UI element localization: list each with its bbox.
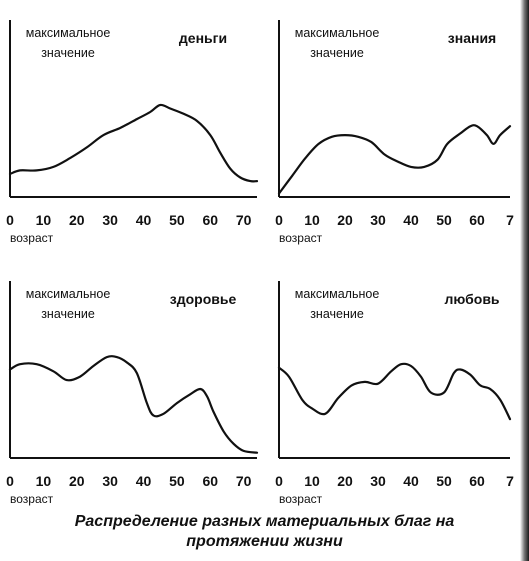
x-tick-label: 30	[370, 212, 386, 228]
x-tick-label: 0	[6, 212, 14, 228]
x-tick-label: 60	[469, 212, 485, 228]
figure-caption: Распределение разных материальных благ н…	[0, 512, 529, 552]
x-tick-label: 20	[337, 212, 353, 228]
y-axis-label: значение	[310, 307, 364, 321]
x-tick-label: 60	[469, 473, 485, 489]
series-line	[8, 103, 259, 183]
y-axis-label: максимальное	[295, 26, 380, 40]
x-tick-label: 10	[36, 212, 52, 228]
chart-title: любовь	[444, 291, 499, 307]
series-line	[277, 124, 512, 195]
x-tick-label: 30	[102, 212, 118, 228]
x-tick-label: 7	[506, 473, 514, 489]
x-tick-label: 0	[275, 473, 283, 489]
x-tick-label: 40	[403, 473, 419, 489]
x-tick-label: 50	[436, 212, 452, 228]
x-tick-label: 70	[236, 212, 252, 228]
chart-title: деньги	[179, 30, 227, 46]
page-edge-shadow	[520, 0, 529, 561]
x-tick-label: 40	[136, 212, 152, 228]
x-tick-label: 0	[275, 212, 283, 228]
caption-line-2: протяжении жизни	[186, 533, 343, 550]
y-axis-label: максимальное	[295, 287, 380, 301]
x-tick-label: 10	[304, 473, 320, 489]
y-axis-label: максимальное	[26, 26, 111, 40]
x-tick-label: 50	[169, 212, 185, 228]
x-tick-label: 60	[202, 473, 218, 489]
x-tick-label: 10	[304, 212, 320, 228]
y-axis-label: значение	[41, 307, 95, 321]
x-tick-label: 20	[69, 212, 85, 228]
x-tick-label: 50	[436, 473, 452, 489]
x-axis-label: возраст	[10, 231, 54, 245]
y-axis-label: максимальное	[26, 287, 111, 301]
x-tick-label: 20	[69, 473, 85, 489]
x-tick-label: 0	[6, 473, 14, 489]
x-tick-label: 30	[102, 473, 118, 489]
x-axis-label: возраст	[279, 231, 323, 245]
x-tick-label: 30	[370, 473, 386, 489]
x-tick-label: 20	[337, 473, 353, 489]
series-line	[277, 362, 512, 421]
series-line	[8, 355, 259, 454]
x-tick-label: 7	[506, 212, 514, 228]
caption-line-1: Распределение разных материальных благ н…	[74, 513, 455, 530]
chart-title: здоровье	[170, 291, 237, 307]
x-axis-label: возраст	[10, 492, 54, 506]
x-tick-label: 40	[136, 473, 152, 489]
x-tick-label: 10	[36, 473, 52, 489]
y-axis-label: значение	[41, 46, 95, 60]
x-axis-label: возраст	[279, 492, 323, 506]
x-tick-label: 50	[169, 473, 185, 489]
x-tick-label: 40	[403, 212, 419, 228]
x-tick-label: 60	[202, 212, 218, 228]
x-tick-label: 70	[236, 473, 252, 489]
y-axis-label: значение	[310, 46, 364, 60]
chart-title: знания	[448, 30, 496, 46]
